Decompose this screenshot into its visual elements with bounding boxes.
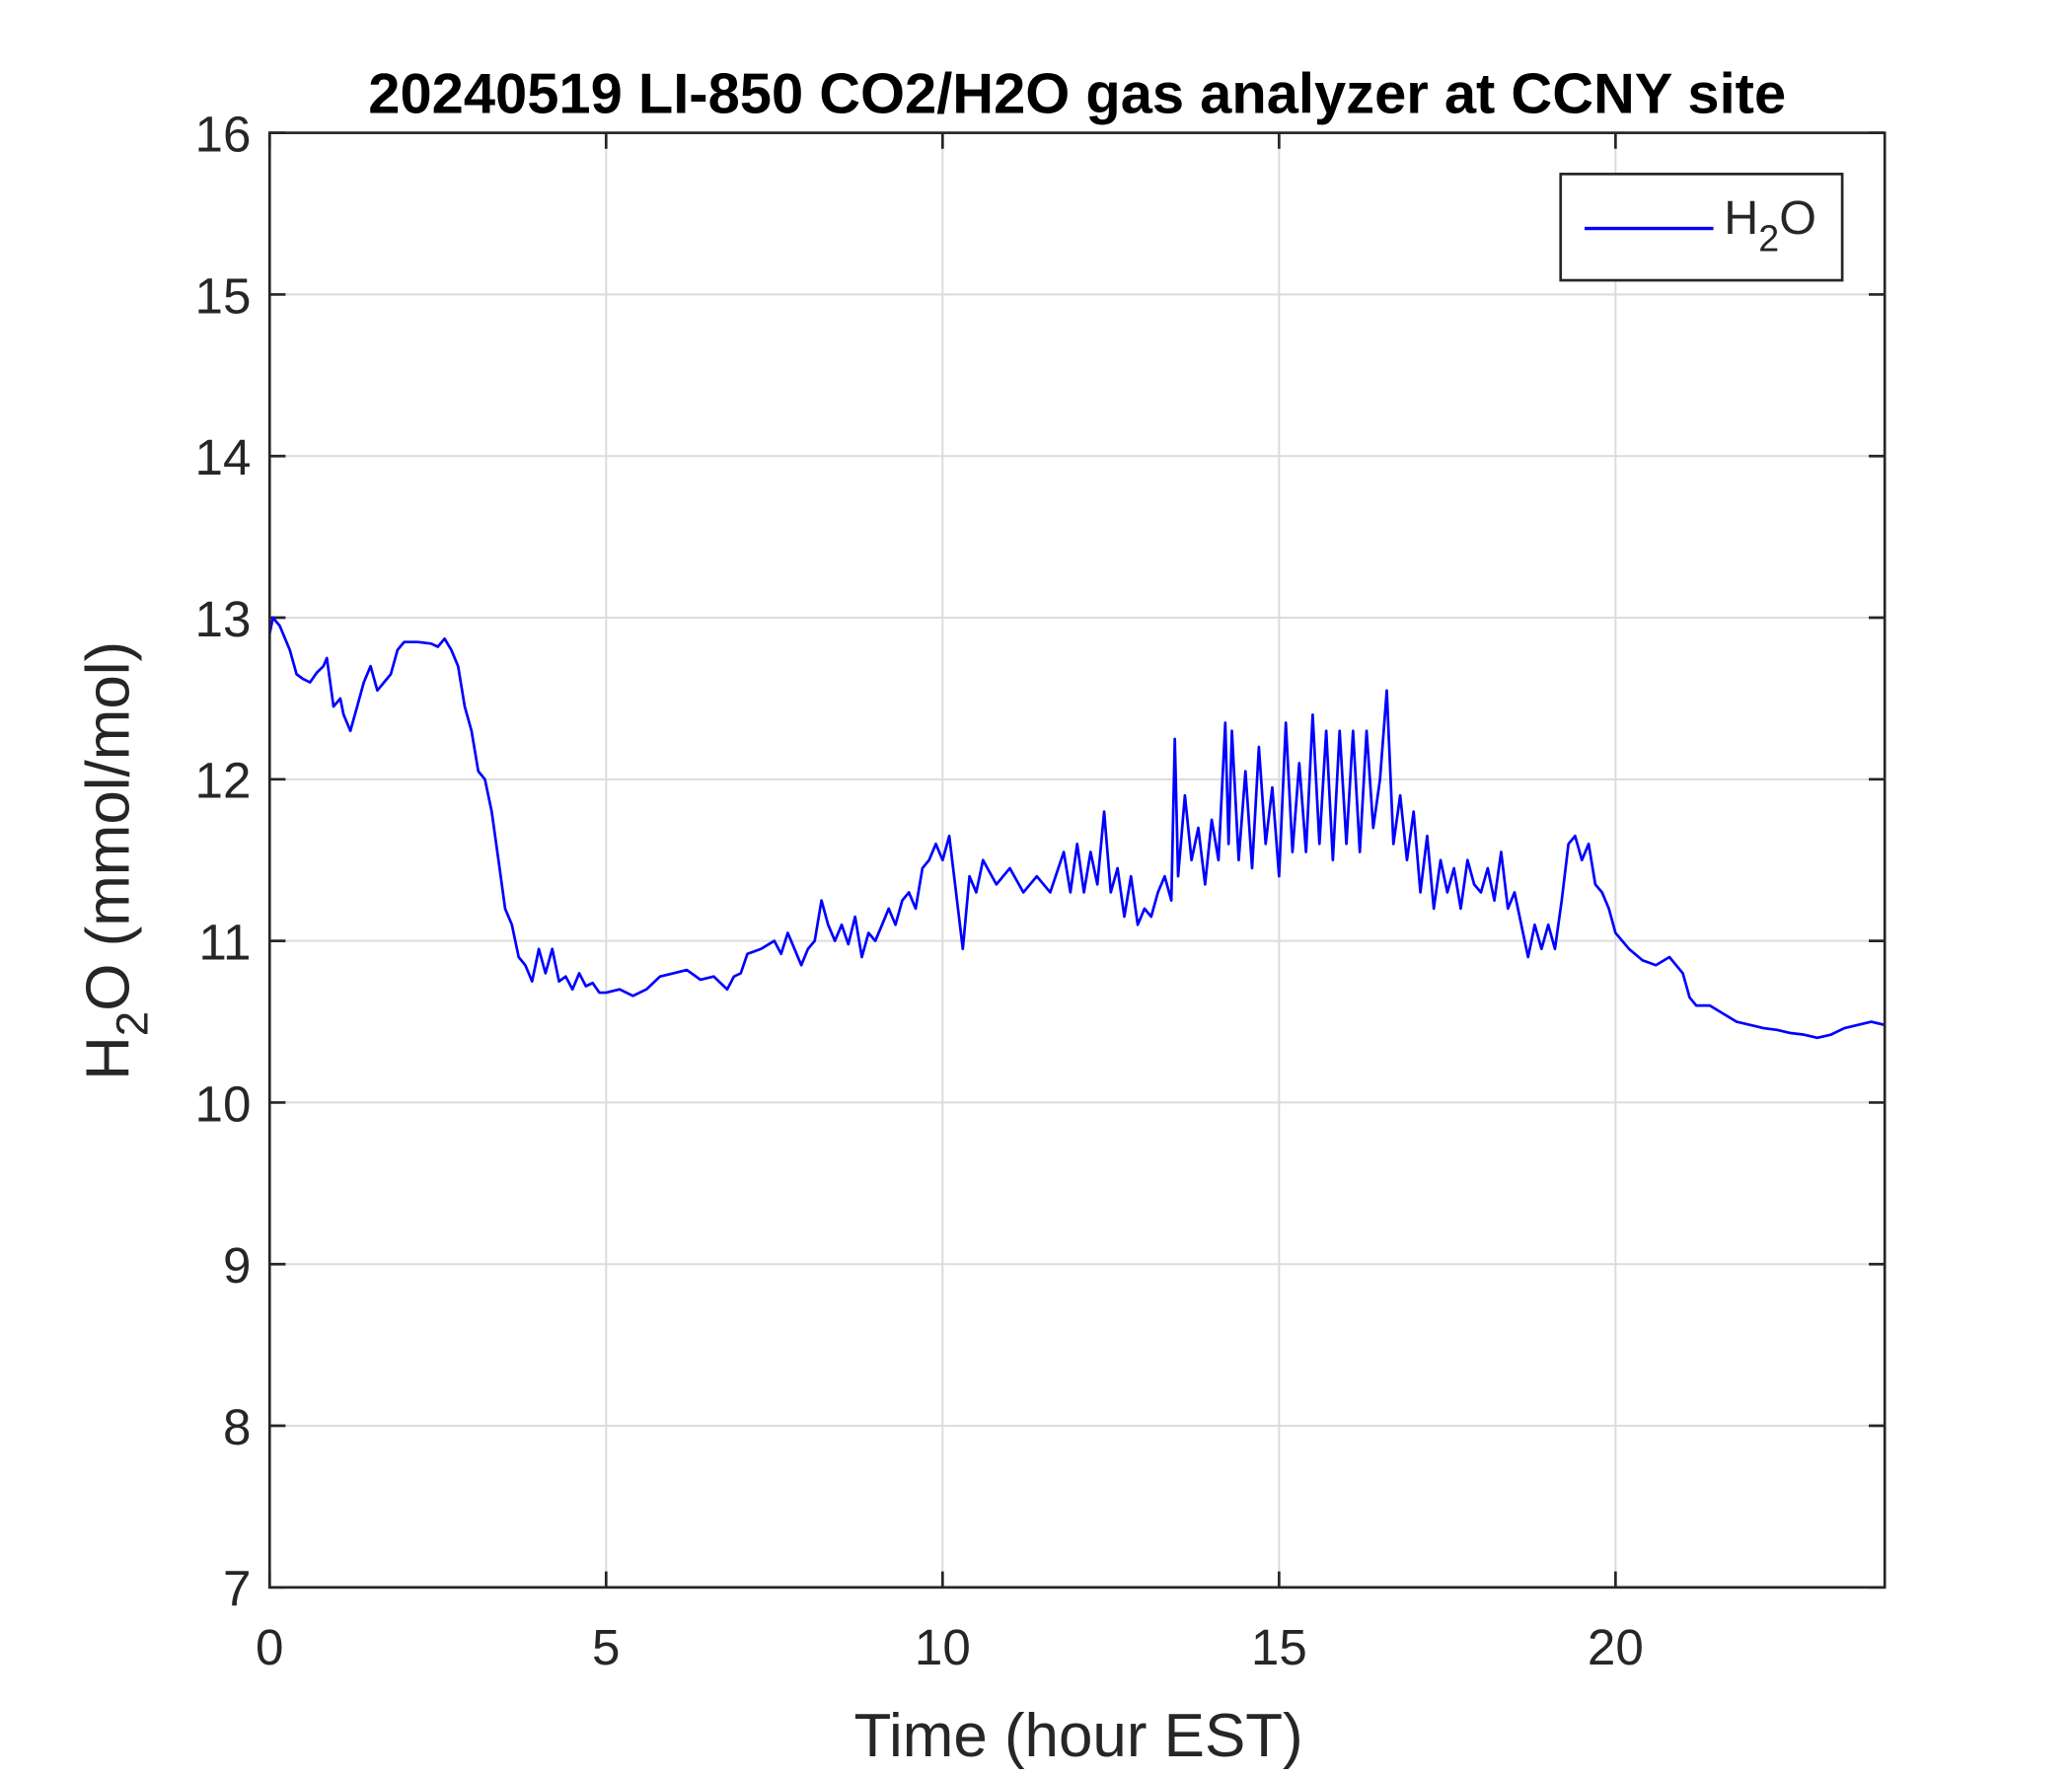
y-axis-label: H2O (mmol/mol)	[75, 641, 158, 1080]
chart-title: 20240519 LI-850 CO2/H2O gas analyzer at …	[368, 62, 1786, 125]
series-line-h2o	[269, 616, 1886, 1040]
legend-label-o: O	[1779, 191, 1816, 245]
y-tick-label: 15	[195, 267, 252, 324]
y-tick-label: 9	[223, 1237, 251, 1294]
y-axis-label-rest: O (mmol/mol)	[75, 641, 143, 1011]
x-tick-label: 5	[592, 1619, 620, 1675]
legend-label: H2O	[1724, 191, 1816, 259]
y-tick-label: 7	[223, 1561, 251, 1617]
y-tick-label: 14	[195, 429, 252, 485]
legend: H2O	[1559, 173, 1844, 282]
y-tick-label: 13	[195, 591, 252, 647]
y-axis-label-subscript: 2	[107, 1011, 157, 1036]
y-tick-label: 12	[195, 753, 252, 809]
y-tick-label: 16	[195, 106, 252, 162]
x-tick-label: 20	[1588, 1619, 1644, 1675]
y-tick-label: 11	[198, 914, 251, 970]
y-tick-label: 8	[223, 1399, 251, 1455]
y-axis-label-h: H	[75, 1036, 143, 1080]
legend-label-h: H	[1724, 191, 1758, 245]
y-tick-label: 10	[195, 1075, 252, 1132]
axes-box	[267, 131, 1887, 1590]
legend-label-subscript: 2	[1758, 217, 1779, 259]
series-group	[269, 616, 1886, 1040]
plot-area	[269, 132, 1886, 1588]
x-tick-labels: 0 5 10 15 20	[256, 1619, 1644, 1675]
x-tick-label: 15	[1251, 1619, 1307, 1675]
y-tick-labels: 7 8 9 10 11 12 13 14 15 16	[195, 106, 252, 1616]
x-axis-label: Time (hour EST)	[853, 1702, 1302, 1770]
x-tick-label: 10	[915, 1619, 971, 1675]
x-tick-label: 0	[256, 1619, 283, 1675]
